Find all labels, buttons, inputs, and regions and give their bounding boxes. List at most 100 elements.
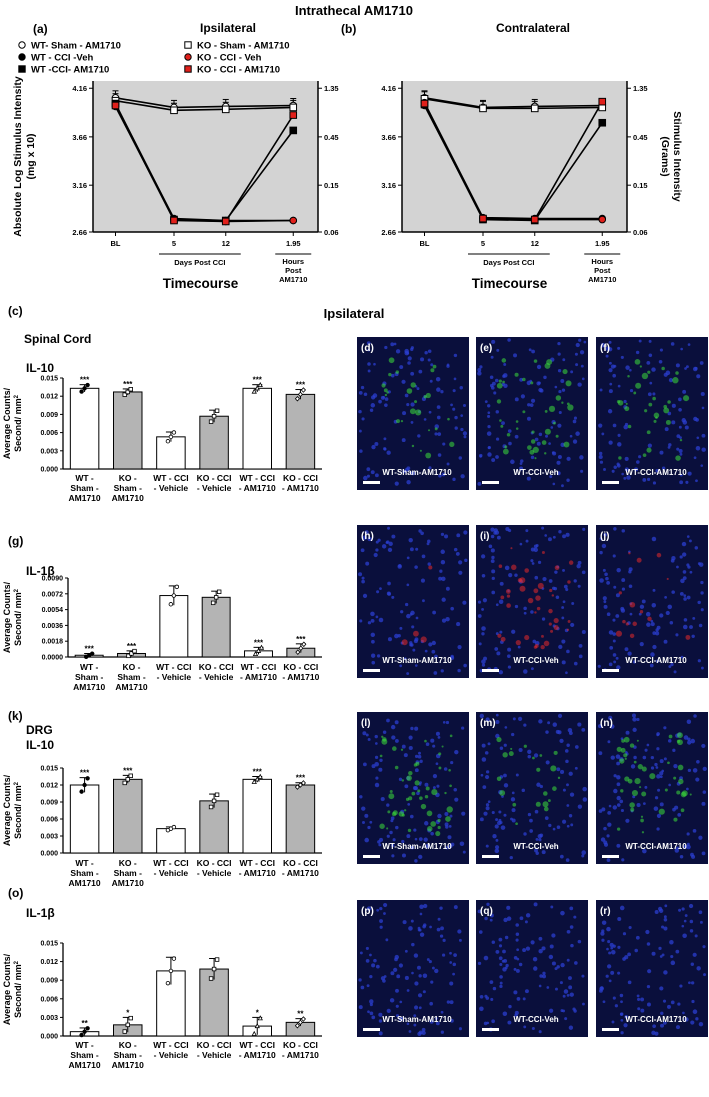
- stain-spot: [534, 611, 537, 614]
- nucleus: [696, 374, 701, 379]
- stain-spot: [635, 382, 642, 389]
- nucleus: [692, 829, 697, 833]
- nucleus: [536, 441, 541, 446]
- nucleus: [663, 726, 667, 730]
- nucleus: [621, 529, 625, 533]
- stain-spot: [531, 430, 535, 434]
- nucleus: [678, 407, 682, 412]
- nucleus: [600, 931, 605, 936]
- nucleus: [525, 539, 529, 543]
- nucleus: [531, 349, 536, 354]
- stain-spot: [514, 372, 519, 377]
- nucleus: [650, 766, 655, 770]
- nucleus: [489, 980, 494, 984]
- nucleus: [616, 463, 621, 468]
- nucleus: [527, 754, 532, 759]
- nucleus: [424, 649, 428, 653]
- nucleus: [671, 403, 676, 408]
- nucleus: [538, 984, 542, 988]
- nucleus: [660, 1023, 665, 1028]
- stain-spot: [529, 449, 535, 455]
- x-axis-title: Timecourse: [163, 276, 239, 291]
- nucleus: [667, 445, 671, 449]
- legend-marker: [184, 53, 192, 61]
- nucleus: [582, 797, 588, 802]
- nucleus: [561, 484, 564, 488]
- nucleus: [418, 854, 423, 860]
- nucleus: [619, 905, 625, 911]
- nucleus: [375, 548, 379, 552]
- nucleus: [487, 404, 491, 408]
- nucleus: [581, 377, 585, 381]
- bar-chart-c: (c)IL-100.0150.0120.0090.0060.0030.000Av…: [2, 304, 322, 503]
- data-point: [598, 97, 607, 106]
- data-point: [297, 782, 303, 788]
- nucleus: [449, 951, 452, 955]
- stain-spot: [381, 735, 384, 738]
- nucleus: [380, 797, 385, 802]
- bar: [113, 391, 143, 470]
- nucleus: [441, 597, 446, 602]
- stain-spot: [666, 577, 669, 581]
- data-point: [79, 789, 84, 794]
- bar: [199, 415, 229, 470]
- nucleus: [436, 405, 441, 409]
- nucleus: [460, 427, 464, 432]
- nucleus: [649, 663, 654, 668]
- nucleus: [529, 818, 533, 823]
- stain-spot: [673, 817, 678, 822]
- bar: [113, 778, 143, 854]
- nucleus: [599, 460, 604, 464]
- nucleus: [449, 981, 454, 986]
- nucleus: [514, 397, 519, 402]
- nucleus: [407, 803, 411, 806]
- nucleus: [661, 953, 665, 957]
- nucleus: [609, 382, 613, 386]
- nucleus: [624, 456, 629, 461]
- stain-spot: [400, 420, 404, 423]
- scale-bar: [602, 1028, 619, 1031]
- nucleus: [384, 397, 389, 401]
- stain-spot: [543, 791, 548, 796]
- nucleus: [646, 743, 650, 747]
- nucleus: [680, 347, 683, 351]
- nucleus: [371, 444, 376, 450]
- category-label: WT - CCI: [153, 858, 188, 868]
- nucleus: [437, 432, 442, 436]
- nucleus: [566, 804, 570, 807]
- nucleus: [489, 375, 494, 380]
- nucleus: [486, 902, 490, 906]
- category-label: - AM1710: [239, 483, 276, 493]
- nucleus: [652, 631, 657, 635]
- nucleus: [677, 1002, 681, 1006]
- nucleus: [370, 470, 375, 475]
- data-point: [128, 387, 133, 392]
- nucleus: [658, 946, 662, 951]
- panel-title: Ipsilateral: [200, 21, 256, 35]
- nucleus: [561, 606, 565, 609]
- nucleus: [656, 659, 660, 663]
- stain-spot: [649, 773, 656, 780]
- nucleus: [364, 837, 369, 843]
- nucleus: [452, 962, 457, 967]
- nucleus: [481, 608, 484, 611]
- data-point: [300, 780, 306, 786]
- nucleus: [700, 591, 704, 595]
- nucleus: [511, 818, 516, 823]
- data-point: [82, 386, 87, 391]
- panel-label: (g): [8, 534, 23, 548]
- nucleus: [539, 784, 543, 789]
- data-point: [122, 1029, 127, 1034]
- nucleus: [690, 1020, 695, 1025]
- nucleus: [406, 583, 410, 587]
- y-tick-label: 0.0000: [42, 655, 64, 662]
- stain-spot: [567, 620, 571, 623]
- stain-spot: [646, 447, 652, 453]
- significance-label: ***: [123, 766, 133, 775]
- panel-label: (b): [341, 22, 356, 36]
- nucleus: [598, 751, 603, 756]
- series-line: [424, 98, 603, 110]
- nucleus: [616, 782, 621, 787]
- nucleus: [557, 713, 563, 718]
- nucleus: [419, 759, 423, 764]
